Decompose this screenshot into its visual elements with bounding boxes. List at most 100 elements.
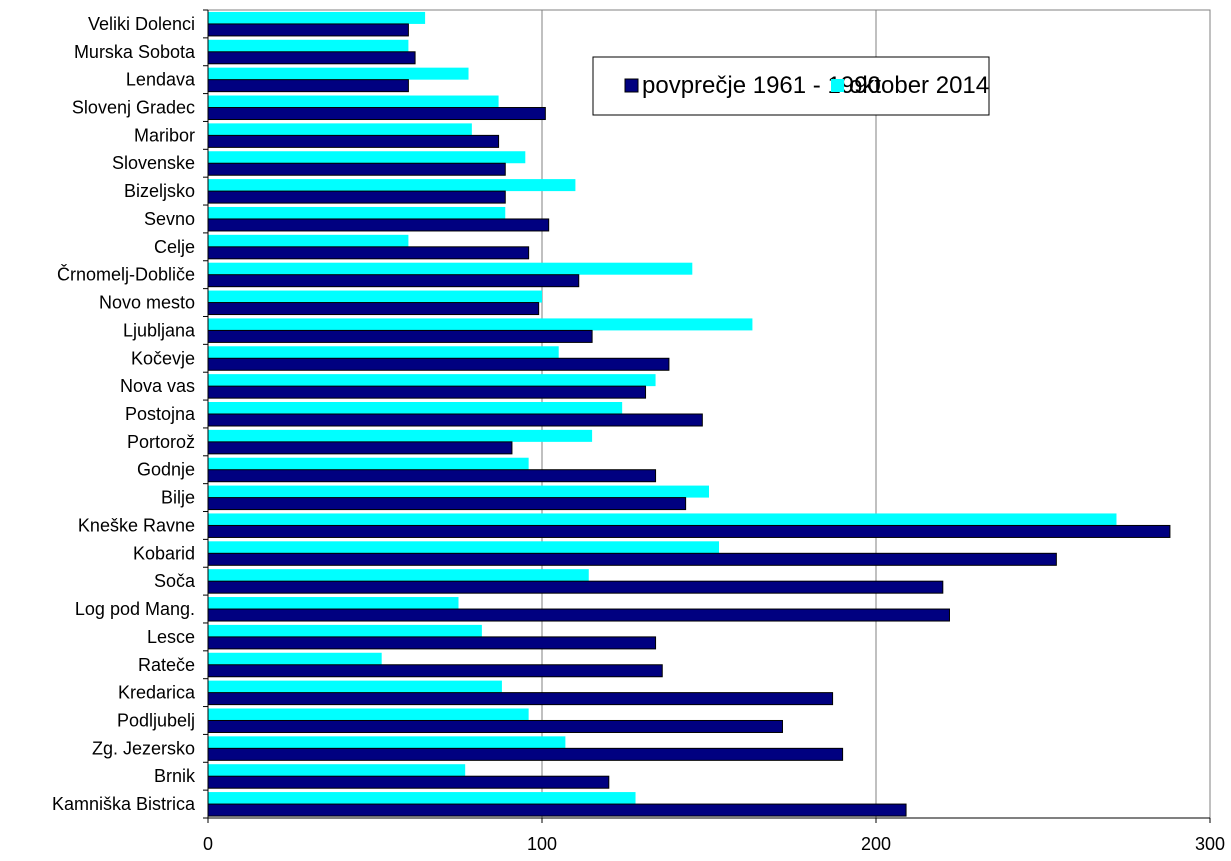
bar-povprecje-26 [207,747,844,761]
bar-oktober-0 [208,11,426,24]
bar-oktober-26 [208,736,566,749]
category-label: Kneške Ravne [78,515,195,535]
category-label: Maribor [134,125,195,145]
bar-povprecje-6 [207,190,506,204]
bar-oktober-7 [208,206,506,219]
bar-povprecje-19 [207,552,1057,566]
category-label: Lesce [147,627,195,647]
bar-oktober-19 [208,541,720,554]
category-label: Bilje [161,488,195,508]
bar-oktober-2 [208,67,469,80]
bar-povprecje-12 [207,357,670,371]
bar-oktober-25 [208,708,529,721]
bar-oktober-11 [208,318,753,331]
bar-povprecje-17 [207,497,687,511]
category-label: Kredarica [118,683,196,703]
category-label: Postojna [125,404,196,424]
axes [203,9,1211,823]
bar-oktober-20 [208,569,589,582]
bar-povprecje-11 [207,329,593,343]
bar-oktober-23 [208,652,382,665]
bar-povprecje-15 [207,441,513,455]
category-label: Murska Sobota [74,42,196,62]
bar-povprecje-25 [207,719,783,733]
bar-oktober-22 [208,624,482,637]
bar-povprecje-1 [207,51,416,65]
bar-oktober-6 [208,179,576,192]
bar-povprecje-10 [207,302,540,316]
bar-povprecje-16 [207,469,657,483]
category-label: Slovenske [112,153,195,173]
bar-povprecje-14 [207,413,703,427]
bar-povprecje-21 [207,608,950,622]
category-label: Bizeljsko [124,181,195,201]
bar-oktober-24 [208,680,502,693]
category-label: Slovenj Gradec [72,98,195,118]
category-label: Zg. Jezersko [92,738,195,758]
category-label: Črnomelj-Dobliče [57,264,195,285]
x-tick-label: 200 [861,834,891,854]
legend-label-povprecje: povprečje 1961 - 1990 [642,72,881,99]
bar-oktober-17 [208,485,709,498]
bar-oktober-21 [208,597,459,610]
category-label: Veliki Dolenci [88,14,195,34]
bar-povprecje-28 [207,803,907,817]
category-label: Kočevje [131,348,195,368]
bar-povprecje-24 [207,692,834,706]
bar-povprecje-2 [207,79,409,93]
bar-oktober-15 [208,429,593,442]
category-label: Godnje [137,460,195,480]
category-label: Kobarid [133,543,195,563]
bar-oktober-13 [208,374,656,387]
x-tick-label: 300 [1195,834,1225,854]
category-label: Kamniška Bistrica [52,794,196,814]
bar-povprecje-0 [207,23,409,37]
bar-povprecje-27 [207,775,610,789]
category-label: Podljubelj [117,710,195,730]
bar-povprecje-13 [207,385,647,399]
bar-oktober-4 [208,123,472,136]
bar-oktober-18 [208,513,1117,526]
bar-povprecje-20 [207,580,944,594]
bar-oktober-9 [208,262,693,275]
category-label: Soča [154,571,196,591]
x-tick-label: 0 [203,834,213,854]
category-label: Celje [154,237,195,257]
bar-oktober-28 [208,792,636,805]
bar-povprecje-9 [207,274,580,288]
category-label: Novo mesto [99,293,195,313]
bar-povprecje-18 [207,524,1171,538]
legend-swatch-povprecje [624,78,639,93]
legend-label-oktober: oktober 2014 [849,72,989,99]
bar-oktober-3 [208,95,499,108]
category-label: Portorož [127,432,195,452]
tick-labels: 0 100 200 300 [203,834,1225,854]
bar-oktober-10 [208,290,542,303]
category-label: Ljubljana [123,320,196,340]
bar-povprecje-22 [207,636,657,650]
bar-povprecje-4 [207,134,500,148]
bar-oktober-1 [208,39,409,52]
category-label: Nova vas [120,376,195,396]
bar-oktober-27 [208,764,466,777]
bar-oktober-16 [208,457,529,470]
category-label: Log pod Mang. [75,599,195,619]
bars [207,11,1171,817]
category-label: Rateče [138,655,195,675]
category-label: Brnik [154,766,196,786]
bar-oktober-8 [208,234,409,247]
bar-povprecje-7 [207,218,550,232]
x-tick-label: 100 [527,834,557,854]
bar-oktober-14 [208,402,623,414]
bar-oktober-5 [208,151,526,164]
bar-povprecje-23 [207,664,663,678]
category-labels: Veliki Dolenci Murska Sobota Lendava Sloven… [52,14,196,814]
category-label: Sevno [144,209,195,229]
legend-swatch-oktober [831,79,844,92]
bar-oktober-12 [208,346,559,359]
bar-povprecje-3 [207,107,546,121]
legend-box [592,56,990,116]
category-label: Lendava [126,70,196,90]
